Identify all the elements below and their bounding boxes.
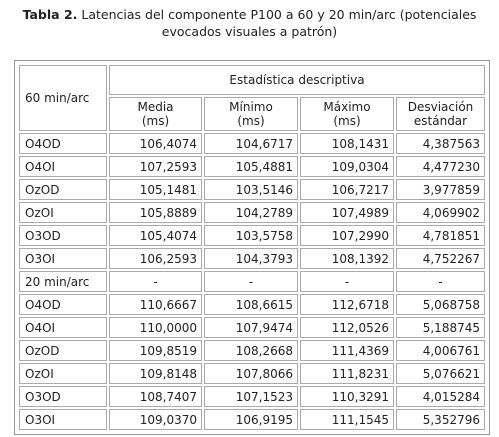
table-cell: 109,0304 bbox=[300, 156, 394, 177]
caption-text-line2: evocados visuales a patrón) bbox=[161, 24, 338, 39]
table-cell: 5,352796 bbox=[396, 409, 485, 430]
statistics-table: 60 min/arc Estadística descriptiva Media… bbox=[17, 63, 487, 432]
row-label: O3OD bbox=[19, 225, 107, 246]
row-label: O4OD bbox=[19, 133, 107, 154]
table-cell: 109,0370 bbox=[109, 409, 202, 430]
table-cell: 5,188745 bbox=[396, 317, 485, 338]
row-label: OzOD bbox=[19, 179, 107, 200]
row-label: O3OI bbox=[19, 248, 107, 269]
table-cell: 4,781851 bbox=[396, 225, 485, 246]
table-row: OzOD 105,1481 103,5146 106,7217 3,977859 bbox=[19, 179, 485, 200]
table-row: OzOD 109,8519 108,2668 111,4369 4,006761 bbox=[19, 340, 485, 361]
table-cell: 111,4369 bbox=[300, 340, 394, 361]
table-caption: Tabla 2. Latencias del componente P100 a… bbox=[0, 6, 499, 40]
table-row: O3OD 108,7407 107,1523 110,3291 4,015284 bbox=[19, 386, 485, 407]
table-cell: 106,7217 bbox=[300, 179, 394, 200]
table-row: O4OD 106,4074 104,6717 108,1431 4,387563 bbox=[19, 133, 485, 154]
row-label: OzOI bbox=[19, 202, 107, 223]
table-cell: 4,015284 bbox=[396, 386, 485, 407]
table-cell: 111,1545 bbox=[300, 409, 394, 430]
table-row: O4OD 110,6667 108,6615 112,6718 5,068758 bbox=[19, 294, 485, 315]
table-row: O4OI 110,0000 107,9474 112,0526 5,188745 bbox=[19, 317, 485, 338]
table-cell: 3,977859 bbox=[396, 179, 485, 200]
table-row: OzOI 109,8148 107,8066 111,8231 5,076621 bbox=[19, 363, 485, 384]
table-cell: 107,2990 bbox=[300, 225, 394, 246]
table-row: 20 min/arc - - - - bbox=[19, 271, 485, 292]
table-row: O3OD 105,4074 103,5758 107,2990 4,781851 bbox=[19, 225, 485, 246]
table-cell: 107,9474 bbox=[204, 317, 298, 338]
table-cell: 5,068758 bbox=[396, 294, 485, 315]
table-cell: 108,1431 bbox=[300, 133, 394, 154]
table-cell: 105,4881 bbox=[204, 156, 298, 177]
row-label: O4OD bbox=[19, 294, 107, 315]
table-cell: 103,5146 bbox=[204, 179, 298, 200]
table-row: OzOI 105,8889 104,2789 107,4989 4,069902 bbox=[19, 202, 485, 223]
column-header-desviacion: Desviación estándar bbox=[396, 97, 485, 131]
table-cell: 110,0000 bbox=[109, 317, 202, 338]
table-cell: 108,7407 bbox=[109, 386, 202, 407]
table-cell: 108,1392 bbox=[300, 248, 394, 269]
column-header-line1: Media bbox=[137, 100, 174, 114]
table-cell: 110,6667 bbox=[109, 294, 202, 315]
table-cell: 112,0526 bbox=[300, 317, 394, 338]
table-cell: 107,1523 bbox=[204, 386, 298, 407]
caption-text: Latencias del componente P100 a 60 y 20 … bbox=[77, 7, 477, 22]
table-cell: 4,477230 bbox=[396, 156, 485, 177]
row-label: 20 min/arc bbox=[19, 271, 107, 292]
table-row: O3OI 106,2593 104,3793 108,1392 4,752267 bbox=[19, 248, 485, 269]
table-cell: 106,4074 bbox=[109, 133, 202, 154]
row-label: OzOD bbox=[19, 340, 107, 361]
table-cell: 105,8889 bbox=[109, 202, 202, 223]
table-cell: 112,6718 bbox=[300, 294, 394, 315]
table-cell: - bbox=[396, 271, 485, 292]
table-cell: 108,6615 bbox=[204, 294, 298, 315]
table-cell: 108,2668 bbox=[204, 340, 298, 361]
group-header: Estadística descriptiva bbox=[109, 65, 485, 95]
corner-label: 60 min/arc bbox=[19, 65, 107, 131]
column-header-line1: Desviación bbox=[407, 100, 474, 114]
table-cell: 4,752267 bbox=[396, 248, 485, 269]
row-label: O4OI bbox=[19, 156, 107, 177]
row-label: O4OI bbox=[19, 317, 107, 338]
table-cell: 107,4989 bbox=[300, 202, 394, 223]
table-cell: 4,006761 bbox=[396, 340, 485, 361]
table-cell: 110,3291 bbox=[300, 386, 394, 407]
column-header-line2: (ms) bbox=[237, 114, 265, 128]
table-frame: 60 min/arc Estadística descriptiva Media… bbox=[14, 60, 490, 435]
caption-label: Tabla 2. bbox=[22, 7, 78, 22]
table-row: O4OI 107,2593 105,4881 109,0304 4,477230 bbox=[19, 156, 485, 177]
column-header-line1: Máximo bbox=[323, 100, 371, 114]
row-label: O3OD bbox=[19, 386, 107, 407]
row-label: OzOI bbox=[19, 363, 107, 384]
table-cell: 5,076621 bbox=[396, 363, 485, 384]
column-header-line2: (ms) bbox=[333, 114, 361, 128]
table-cell: 106,2593 bbox=[109, 248, 202, 269]
table-cell: 104,6717 bbox=[204, 133, 298, 154]
table-cell: 111,8231 bbox=[300, 363, 394, 384]
table-cell: 106,9195 bbox=[204, 409, 298, 430]
table-row: O3OI 109,0370 106,9195 111,1545 5,352796 bbox=[19, 409, 485, 430]
column-header-media: Media (ms) bbox=[109, 97, 202, 131]
table-body: O4OD 106,4074 104,6717 108,1431 4,387563 O4OI… bbox=[19, 133, 485, 430]
table-cell: 105,4074 bbox=[109, 225, 202, 246]
table-cell: 105,1481 bbox=[109, 179, 202, 200]
table-cell: 4,387563 bbox=[396, 133, 485, 154]
table-cell: - bbox=[300, 271, 394, 292]
table-cell: 4,069902 bbox=[396, 202, 485, 223]
table-cell: 104,3793 bbox=[204, 248, 298, 269]
table-cell: 109,8148 bbox=[109, 363, 202, 384]
column-header-line2: estándar bbox=[413, 114, 468, 128]
table-cell: - bbox=[109, 271, 202, 292]
table-cell: 107,2593 bbox=[109, 156, 202, 177]
column-header-line2: (ms) bbox=[141, 114, 170, 128]
table-cell: 103,5758 bbox=[204, 225, 298, 246]
column-header-line1: Mínimo bbox=[229, 100, 273, 114]
table-cell: 104,2789 bbox=[204, 202, 298, 223]
row-label: O3OI bbox=[19, 409, 107, 430]
table-cell: - bbox=[204, 271, 298, 292]
column-header-maximo: Máximo (ms) bbox=[300, 97, 394, 131]
table-cell: 107,8066 bbox=[204, 363, 298, 384]
column-header-minimo: Mínimo (ms) bbox=[204, 97, 298, 131]
table-cell: 109,8519 bbox=[109, 340, 202, 361]
